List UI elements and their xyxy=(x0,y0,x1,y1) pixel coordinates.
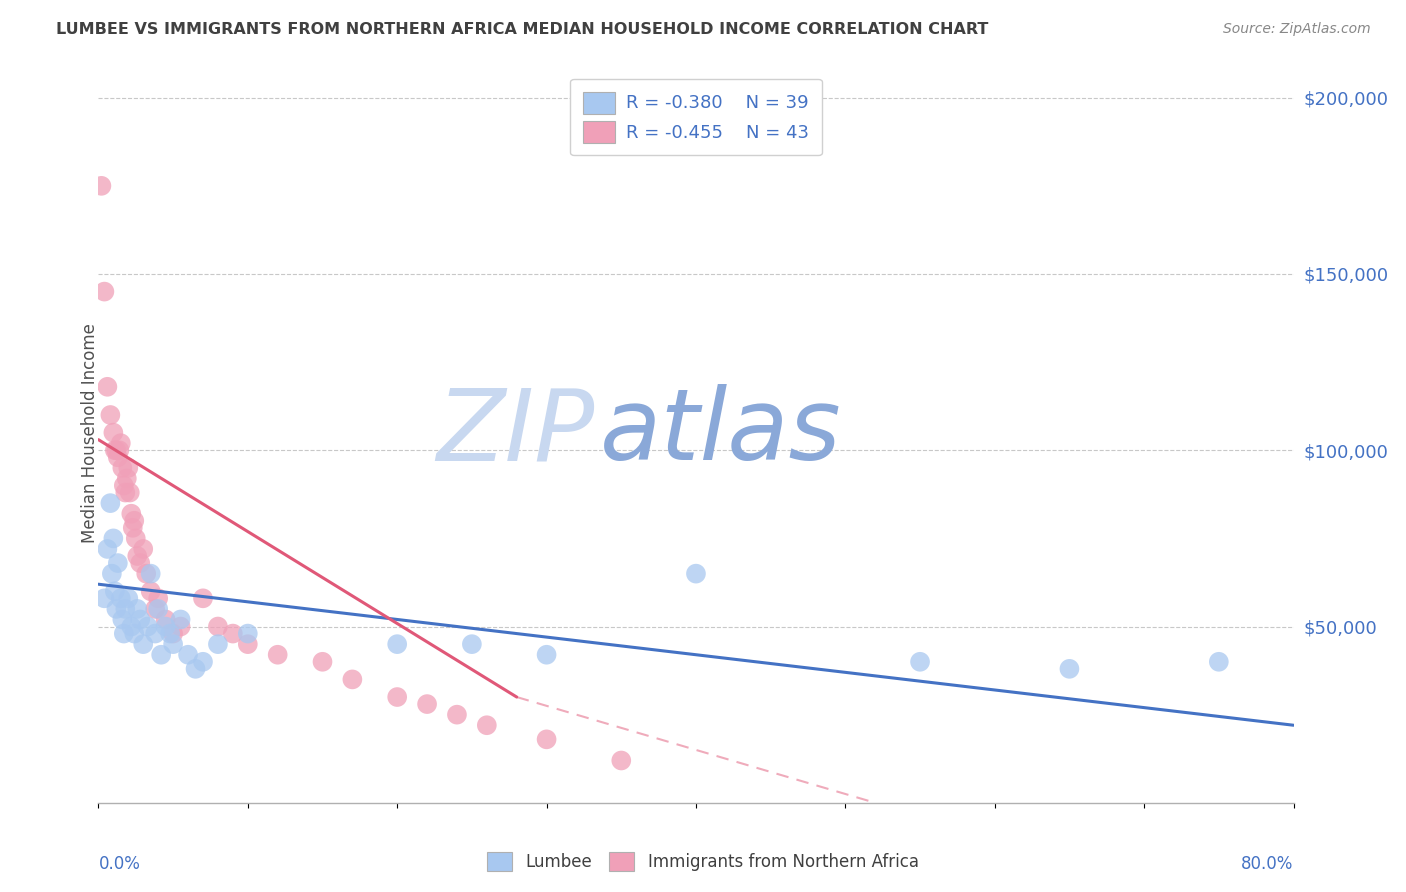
Point xyxy=(96,380,118,394)
Point xyxy=(191,655,214,669)
Point xyxy=(127,602,149,616)
Point xyxy=(124,626,146,640)
Point xyxy=(120,619,142,633)
Point xyxy=(117,591,139,606)
Point xyxy=(148,591,170,606)
Point xyxy=(120,507,142,521)
Point xyxy=(101,566,124,581)
Point xyxy=(610,754,633,768)
Point xyxy=(114,602,136,616)
Point xyxy=(132,637,155,651)
Point xyxy=(136,619,159,633)
Point xyxy=(118,485,141,500)
Point xyxy=(236,626,259,640)
Point xyxy=(132,541,155,556)
Point xyxy=(105,443,128,458)
Point xyxy=(416,697,439,711)
Point xyxy=(135,566,157,581)
Point xyxy=(536,648,558,662)
Point xyxy=(115,471,138,485)
Point xyxy=(124,514,146,528)
Point xyxy=(105,602,128,616)
Legend: R = -0.380    N = 39, R = -0.455    N = 43: R = -0.380 N = 39, R = -0.455 N = 43 xyxy=(571,78,821,155)
Point xyxy=(96,541,118,556)
Point xyxy=(446,707,468,722)
Point xyxy=(121,521,143,535)
Point xyxy=(685,566,707,581)
Point xyxy=(139,566,162,581)
Point xyxy=(385,637,409,651)
Point xyxy=(207,637,229,651)
Point xyxy=(143,602,166,616)
Point xyxy=(93,285,115,299)
Text: ZIP: ZIP xyxy=(436,384,595,481)
Text: 80.0%: 80.0% xyxy=(1241,855,1294,872)
Point xyxy=(536,732,558,747)
Point xyxy=(93,591,115,606)
Point xyxy=(908,655,931,669)
Point xyxy=(127,549,149,563)
Point xyxy=(110,591,132,606)
Point xyxy=(162,637,184,651)
Point xyxy=(98,496,122,510)
Point xyxy=(129,556,152,570)
Point xyxy=(155,619,177,633)
Text: 0.0%: 0.0% xyxy=(98,855,141,872)
Text: LUMBEE VS IMMIGRANTS FROM NORTHERN AFRICA MEDIAN HOUSEHOLD INCOME CORRELATION CH: LUMBEE VS IMMIGRANTS FROM NORTHERN AFRIC… xyxy=(56,22,988,37)
Point xyxy=(139,584,162,599)
Point xyxy=(104,443,127,458)
Point xyxy=(342,673,364,687)
Point xyxy=(143,626,166,640)
Point xyxy=(169,619,191,633)
Text: Source: ZipAtlas.com: Source: ZipAtlas.com xyxy=(1223,22,1371,37)
Point xyxy=(111,461,134,475)
Point xyxy=(150,648,173,662)
Point xyxy=(162,626,184,640)
Legend: Lumbee, Immigrants from Northern Africa: Lumbee, Immigrants from Northern Africa xyxy=(479,843,927,880)
Point xyxy=(107,450,129,465)
Point xyxy=(129,612,152,626)
Point xyxy=(103,532,125,546)
Point xyxy=(461,637,484,651)
Point xyxy=(385,690,409,704)
Point xyxy=(191,591,214,606)
Point xyxy=(159,626,181,640)
Point xyxy=(184,662,207,676)
Point xyxy=(117,461,139,475)
Point xyxy=(110,436,132,450)
Point xyxy=(311,655,333,669)
Point xyxy=(114,485,136,500)
Point xyxy=(104,584,127,599)
Point xyxy=(177,648,200,662)
Point xyxy=(112,478,135,492)
Y-axis label: Median Household Income: Median Household Income xyxy=(82,323,98,542)
Point xyxy=(207,619,229,633)
Point xyxy=(155,612,177,626)
Text: atlas: atlas xyxy=(600,384,842,481)
Point xyxy=(148,602,170,616)
Point xyxy=(169,612,191,626)
Point xyxy=(475,718,498,732)
Point xyxy=(222,626,245,640)
Point xyxy=(236,637,259,651)
Point xyxy=(112,626,135,640)
Point xyxy=(108,443,131,458)
Point xyxy=(103,425,125,440)
Point xyxy=(111,612,134,626)
Point xyxy=(125,532,148,546)
Point xyxy=(1208,655,1230,669)
Point xyxy=(267,648,290,662)
Point xyxy=(90,178,112,193)
Point xyxy=(1059,662,1081,676)
Point xyxy=(98,408,122,422)
Point xyxy=(107,556,129,570)
